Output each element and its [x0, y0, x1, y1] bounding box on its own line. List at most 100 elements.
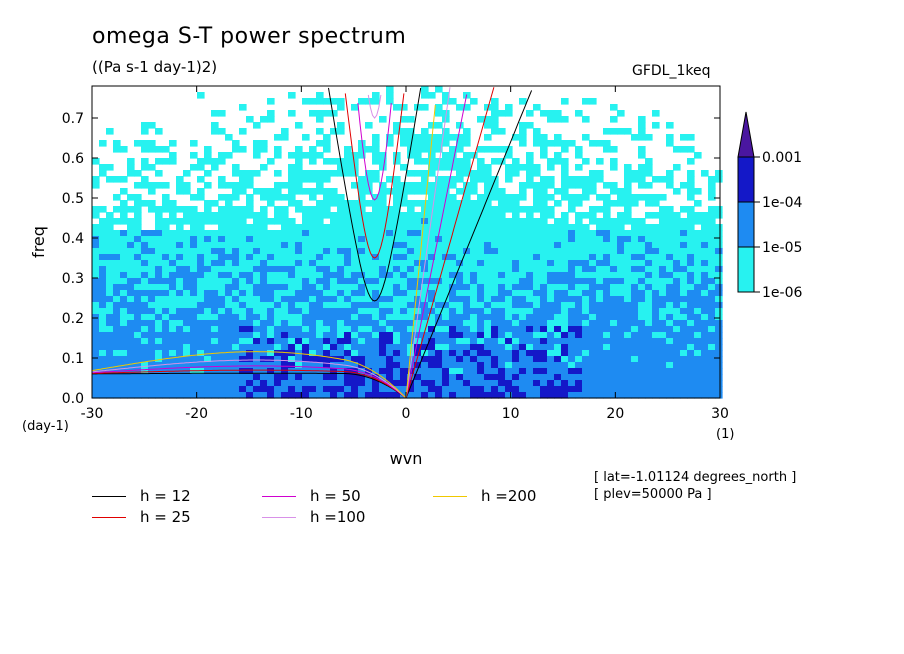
- field-cell: [337, 278, 345, 285]
- field-cell: [400, 332, 408, 339]
- field-cell: [547, 380, 555, 387]
- field-cell: [505, 218, 513, 225]
- field-cell: [288, 338, 296, 345]
- field-cell: [309, 314, 317, 321]
- field-cell: [442, 284, 450, 291]
- field-cell: [491, 350, 499, 357]
- field-cell: [540, 344, 548, 351]
- field-cell: [456, 248, 464, 255]
- field-cell: [477, 206, 485, 213]
- field-cell: [344, 152, 352, 159]
- field-cell: [575, 152, 583, 159]
- field-cell: [92, 308, 100, 315]
- field-cell: [666, 350, 674, 357]
- field-cell: [120, 380, 128, 387]
- field-cell: [218, 332, 226, 339]
- field-cell: [631, 260, 639, 267]
- field-cell: [477, 284, 485, 291]
- field-cell: [624, 308, 632, 315]
- field-cell: [715, 302, 723, 309]
- field-cell: [575, 380, 583, 387]
- field-cell: [533, 104, 541, 111]
- field-cell: [540, 218, 548, 225]
- field-cell: [484, 362, 492, 369]
- field-cell: [526, 338, 534, 345]
- field-cell: [631, 278, 639, 285]
- field-cell: [106, 278, 114, 285]
- field-cell: [512, 260, 520, 267]
- field-cell: [498, 326, 506, 333]
- field-cell: [687, 146, 695, 153]
- field-cell: [547, 350, 555, 357]
- field-cell: [715, 350, 723, 357]
- field-cell: [666, 176, 674, 183]
- field-cell: [554, 230, 562, 237]
- field-cell: [169, 296, 177, 303]
- field-cell: [99, 338, 107, 345]
- field-cell: [309, 284, 317, 291]
- field-cell: [372, 266, 380, 273]
- field-cell: [197, 242, 205, 249]
- field-cell: [533, 266, 541, 273]
- field-cell: [680, 272, 688, 279]
- field-cell: [246, 332, 254, 339]
- field-cell: [232, 188, 240, 195]
- field-cell: [274, 386, 282, 393]
- field-cell: [470, 320, 478, 327]
- field-cell: [414, 272, 422, 279]
- field-cell: [162, 248, 170, 255]
- field-cell: [477, 158, 485, 165]
- field-cell: [155, 392, 163, 399]
- field-cell: [344, 374, 352, 381]
- field-cell: [659, 266, 667, 273]
- field-cell: [267, 278, 275, 285]
- field-cell: [309, 188, 317, 195]
- field-cell: [701, 338, 709, 345]
- field-cell: [288, 392, 296, 399]
- field-cell: [407, 386, 415, 393]
- field-cell: [302, 98, 310, 105]
- field-cell: [582, 182, 590, 189]
- field-cell: [477, 254, 485, 261]
- field-cell: [414, 302, 422, 309]
- field-cell: [344, 224, 352, 231]
- field-cell: [652, 338, 660, 345]
- field-cell: [267, 158, 275, 165]
- field-cell: [148, 296, 156, 303]
- field-cell: [519, 182, 527, 189]
- field-cell: [337, 254, 345, 261]
- field-cell: [708, 182, 716, 189]
- field-cell: [575, 320, 583, 327]
- kelvin-curve-12: [405, 90, 533, 399]
- field-cell: [246, 368, 254, 375]
- field-cell: [470, 302, 478, 309]
- field-cell: [638, 236, 646, 243]
- field-cell: [218, 110, 226, 117]
- field-cell: [267, 392, 275, 399]
- field-cell: [561, 338, 569, 345]
- field-cell: [274, 248, 282, 255]
- field-cell: [666, 224, 674, 231]
- field-cell: [582, 290, 590, 297]
- field-cell: [498, 302, 506, 309]
- field-cell: [197, 272, 205, 279]
- field-cell: [99, 140, 107, 147]
- field-cell: [470, 230, 478, 237]
- field-cell: [169, 320, 177, 327]
- field-cell: [288, 308, 296, 315]
- field-cell: [589, 182, 597, 189]
- field-cell: [414, 344, 422, 351]
- field-cell: [470, 188, 478, 195]
- field-cell: [554, 368, 562, 375]
- field-cell: [610, 200, 618, 207]
- field-cell: [134, 380, 142, 387]
- field-cell: [477, 200, 485, 207]
- field-cell: [680, 224, 688, 231]
- field-cell: [603, 374, 611, 381]
- field-cell: [267, 308, 275, 315]
- field-cell: [400, 296, 408, 303]
- field-cell: [701, 356, 709, 363]
- field-cell: [393, 320, 401, 327]
- field-cell: [127, 158, 135, 165]
- field-cell: [540, 320, 548, 327]
